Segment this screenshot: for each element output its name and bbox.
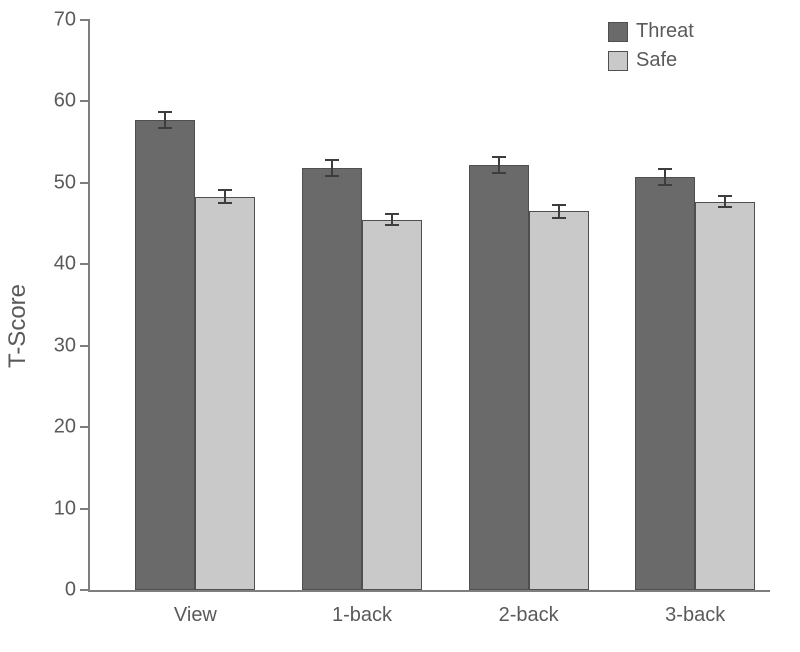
y-axis-title: T-Score [4,284,32,368]
legend-label: Threat [636,20,694,43]
legend-swatch [608,51,628,71]
tscore-bar-chart: T-Score 010203040506070View1-back2-back3… [0,0,800,652]
error-bar-cap [658,184,672,186]
x-category-label: 2-back [499,590,559,627]
error-bar-cap [492,172,506,174]
legend: Threat Safe [608,20,694,78]
legend-label: Safe [636,49,677,72]
y-tick-label: 60 [54,90,90,113]
bar-threat [635,177,695,590]
error-bar-cap [718,206,732,208]
error-bar [664,169,666,185]
y-tick-label: 50 [54,171,90,194]
error-bar-cap [325,159,339,161]
y-tick-label: 0 [65,579,90,602]
error-bar-cap [658,168,672,170]
bar-safe [195,197,255,590]
x-category-label: 1-back [332,590,392,627]
bar-safe [695,202,755,590]
error-bar-cap [218,189,232,191]
error-bar-cap [718,195,732,197]
error-bar-cap [492,156,506,158]
bar-threat [135,120,195,590]
bar-safe [529,211,589,590]
y-tick-label: 70 [54,9,90,32]
error-bar-cap [325,175,339,177]
error-bar [498,157,500,173]
error-bar-cap [385,224,399,226]
y-tick-label: 20 [54,416,90,439]
y-tick-label: 30 [54,334,90,357]
bar-threat [469,165,529,590]
plot-area: 010203040506070View1-back2-back3-back [88,20,770,592]
bar-safe [362,220,422,591]
legend-item: Threat [608,20,694,43]
error-bar-cap [158,111,172,113]
legend-swatch [608,22,628,42]
bar-threat [302,168,362,590]
error-bar-cap [385,213,399,215]
legend-item: Safe [608,49,694,72]
x-category-label: View [174,590,217,627]
y-tick-label: 40 [54,253,90,276]
error-bar-cap [158,127,172,129]
y-tick-label: 10 [54,497,90,520]
error-bar [164,112,166,128]
error-bar-cap [218,202,232,204]
error-bar-cap [552,204,566,206]
error-bar [331,160,333,176]
x-category-label: 3-back [665,590,725,627]
error-bar-cap [552,217,566,219]
